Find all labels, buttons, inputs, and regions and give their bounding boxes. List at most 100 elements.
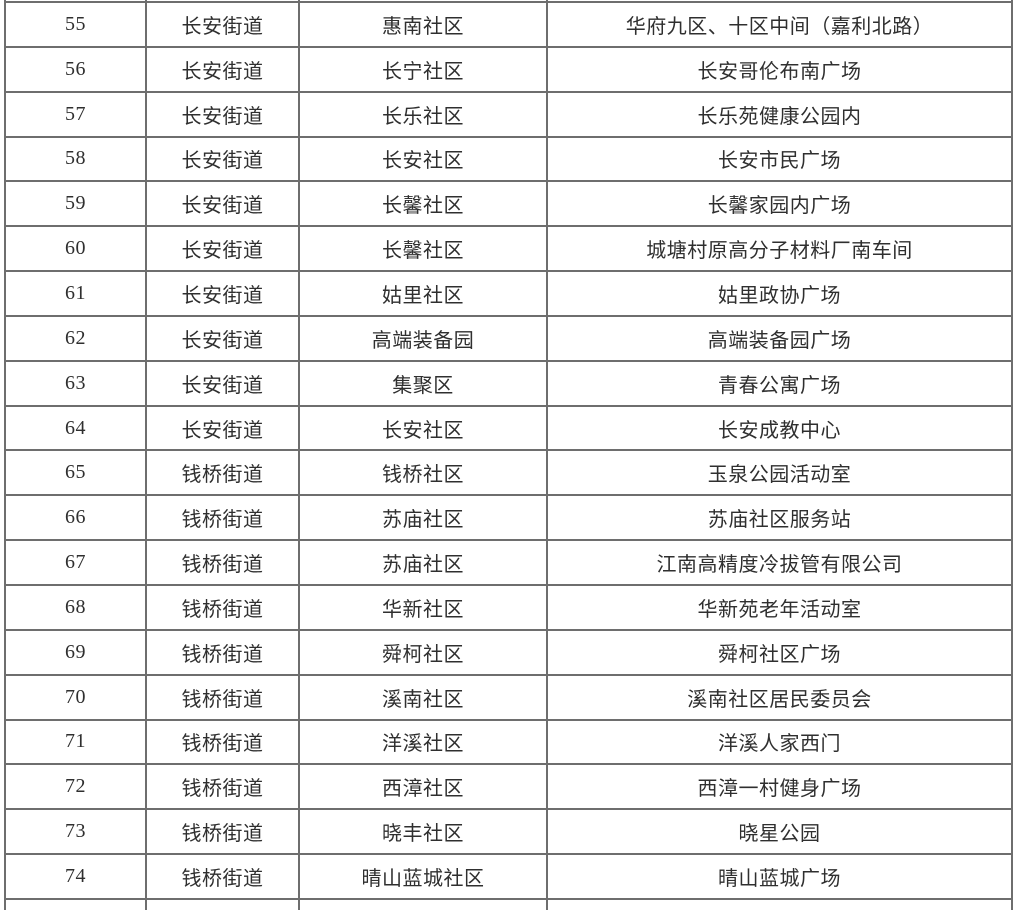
cell-community: 钱桥社区 [298,449,548,497]
table-row: 68 钱桥街道 华新社区 华新苑老年活动室 [4,583,1013,631]
cell-no: 73 [4,808,147,856]
cell-no: 59 [4,180,147,228]
cell-no: 65 [4,449,147,497]
cell-location: 金龙中心广场 [546,897,1013,910]
cell-street: 钱桥街道 [145,628,300,676]
cell-street: 长安街道 [145,359,300,407]
cell-no: 72 [4,763,147,811]
cell-location: 高端装备园广场 [546,314,1013,362]
cell-no: 64 [4,404,147,452]
cell-street: 钱桥街道 [145,897,300,910]
cell-street: 钱桥街道 [145,808,300,856]
table-row: 57 长安街道 长乐社区 长乐苑健康公园内 [4,90,1013,138]
cell-community: 长馨社区 [298,225,548,273]
cell-street: 钱桥街道 [145,583,300,631]
cell-location: 晴山蓝城广场 [546,853,1013,900]
cell-location: 舜柯社区广场 [546,628,1013,676]
cell-no: 69 [4,628,147,676]
table-row: 63 长安街道 集聚区 青春公寓广场 [4,359,1013,407]
cell-community: 华新社区 [298,583,548,631]
cell-no: 74 [4,853,147,900]
cell-street: 长安街道 [145,404,300,452]
cell-street: 长安街道 [145,135,300,183]
cell-street: 长安街道 [145,225,300,273]
cell-location: 长安成教中心 [546,404,1013,452]
cell-no: 62 [4,314,147,362]
table-row: 59 长安街道 长馨社区 长馨家园内广场 [4,180,1013,228]
cell-location: 晓星公园 [546,808,1013,856]
cell-community: 晴山蓝城社区 [298,897,548,910]
cell-street: 钱桥街道 [145,449,300,497]
cell-street: 长安街道 [145,90,300,138]
cell-community: 长安社区 [298,135,548,183]
cell-street: 钱桥街道 [145,853,300,900]
cell-no: 55 [4,1,147,48]
cell-location: 长安市民广场 [546,135,1013,183]
table-row: 69 钱桥街道 舜柯社区 舜柯社区广场 [4,628,1013,676]
cell-community: 苏庙社区 [298,494,548,542]
table-row: 75 钱桥街道 晴山蓝城社区 金龙中心广场 [4,897,1013,910]
cell-no: 57 [4,90,147,138]
cell-street: 长安街道 [145,314,300,362]
cell-street: 长安街道 [145,45,300,93]
table-row: 65 钱桥街道 钱桥社区 玉泉公园活动室 [4,449,1013,497]
table-row: 72 钱桥街道 西漳社区 西漳一村健身广场 [4,763,1013,811]
cell-no: 66 [4,494,147,542]
table-row: 73 钱桥街道 晓丰社区 晓星公园 [4,808,1013,856]
table-row: 66 钱桥街道 苏庙社区 苏庙社区服务站 [4,494,1013,542]
cell-street: 钱桥街道 [145,673,300,721]
cell-no: 70 [4,673,147,721]
cell-location: 长馨家园内广场 [546,180,1013,228]
cell-street: 钱桥街道 [145,763,300,811]
cell-community: 长安社区 [298,404,548,452]
table-row: 64 长安街道 长安社区 长安成教中心 [4,404,1013,452]
cell-location: 华新苑老年活动室 [546,583,1013,631]
table-row: 70 钱桥街道 溪南社区 溪南社区居民委员会 [4,673,1013,721]
cell-location: 西漳一村健身广场 [546,763,1013,811]
cell-community: 长馨社区 [298,180,548,228]
cell-no: 71 [4,718,147,766]
cell-community: 晓丰社区 [298,808,548,856]
cell-location: 姑里政协广场 [546,270,1013,317]
cell-street: 钱桥街道 [145,539,300,586]
cell-no: 75 [4,897,147,910]
cell-no: 60 [4,225,147,273]
cell-community: 溪南社区 [298,673,548,721]
cell-location: 洋溪人家西门 [546,718,1013,766]
cell-street: 钱桥街道 [145,494,300,542]
cell-community: 姑里社区 [298,270,548,317]
cell-community: 集聚区 [298,359,548,407]
table-row: 71 钱桥街道 洋溪社区 洋溪人家西门 [4,718,1013,766]
cell-no: 61 [4,270,147,317]
table-row: 56 长安街道 长宁社区 长安哥伦布南广场 [4,45,1013,93]
cell-no: 56 [4,45,147,93]
cell-community: 长乐社区 [298,90,548,138]
cell-community: 舜柯社区 [298,628,548,676]
cell-street: 长安街道 [145,180,300,228]
table-row: 61 长安街道 姑里社区 姑里政协广场 [4,270,1013,317]
cell-location: 江南高精度冷拔管有限公司 [546,539,1013,586]
cell-location: 城塘村原高分子材料厂南车间 [546,225,1013,273]
cell-no: 58 [4,135,147,183]
cell-community: 长宁社区 [298,45,548,93]
cell-location: 长安哥伦布南广场 [546,45,1013,93]
station-table-body: 55 长安街道 惠南社区 华府九区、十区中间（嘉利北路） 56 长安街道 长宁社… [4,0,1013,910]
cell-community: 惠南社区 [298,1,548,48]
table-row: 62 长安街道 高端装备园 高端装备园广场 [4,314,1013,362]
cell-community: 高端装备园 [298,314,548,362]
table-row: 67 钱桥街道 苏庙社区 江南高精度冷拔管有限公司 [4,539,1013,586]
cell-no: 68 [4,583,147,631]
cell-street: 钱桥街道 [145,718,300,766]
cell-location: 华府九区、十区中间（嘉利北路） [546,1,1013,48]
cell-no: 63 [4,359,147,407]
table-row: 60 长安街道 长馨社区 城塘村原高分子材料厂南车间 [4,225,1013,273]
table-row: 74 钱桥街道 晴山蓝城社区 晴山蓝城广场 [4,853,1013,900]
station-table: 55 长安街道 惠南社区 华府九区、十区中间（嘉利北路） 56 长安街道 长宁社… [4,0,1013,910]
cell-location: 苏庙社区服务站 [546,494,1013,542]
cell-community: 晴山蓝城社区 [298,853,548,900]
cell-street: 长安街道 [145,270,300,317]
cell-location: 长乐苑健康公园内 [546,90,1013,138]
cell-community: 苏庙社区 [298,539,548,586]
